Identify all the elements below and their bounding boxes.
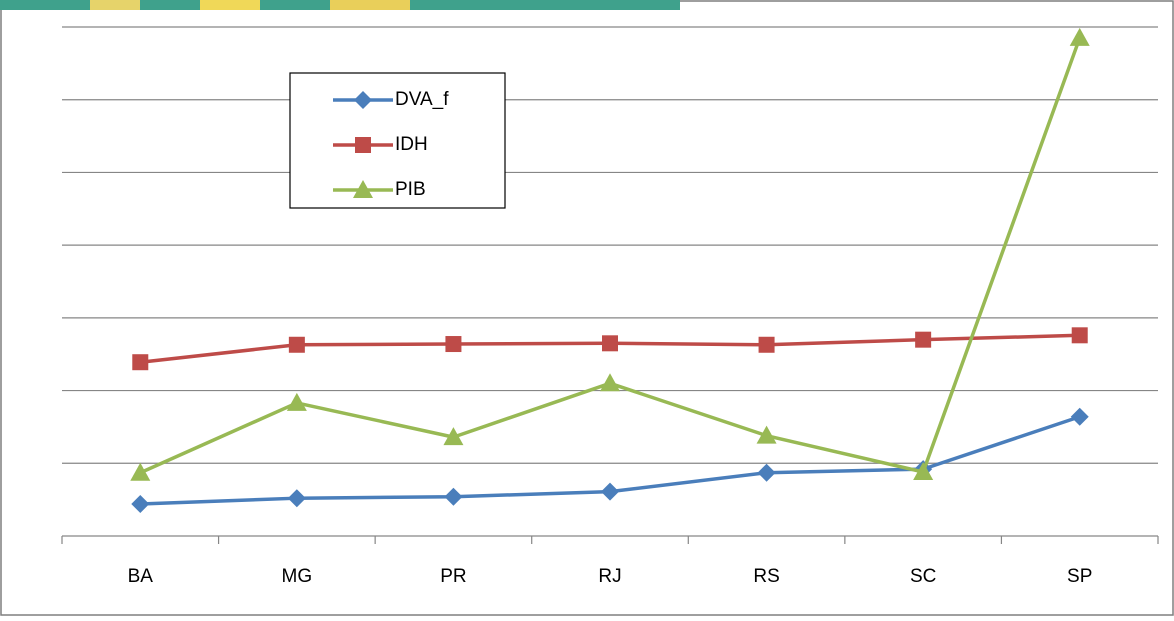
- header-image-accent: [90, 0, 140, 10]
- chart: BA MG PR RJ RS SC SP DVA_f IDH PIB: [0, 0, 1174, 616]
- legend-label: DVA_f: [395, 89, 449, 110]
- marker: [445, 336, 461, 352]
- marker: [602, 335, 618, 351]
- marker: [915, 332, 931, 348]
- marker: [355, 137, 371, 153]
- marker: [1072, 327, 1088, 343]
- page: {"chart_data": {"type": "line", "categor…: [0, 0, 1174, 616]
- x-tick-label: SP: [1067, 566, 1092, 587]
- marker: [289, 337, 305, 353]
- legend-label: IDH: [395, 134, 428, 155]
- x-tick-label: RJ: [598, 566, 621, 587]
- x-tick-label: SC: [910, 566, 936, 587]
- header-image-accent: [200, 0, 260, 10]
- marker: [759, 337, 775, 353]
- marker: [132, 354, 148, 370]
- chart-border: [1, 1, 1173, 615]
- x-tick-label: MG: [282, 566, 313, 587]
- x-tick-label: RS: [753, 566, 779, 587]
- x-tick-label: PR: [440, 566, 466, 587]
- legend-label: PIB: [395, 179, 426, 200]
- x-tick-label: BA: [128, 566, 154, 587]
- header-image-accent: [330, 0, 410, 10]
